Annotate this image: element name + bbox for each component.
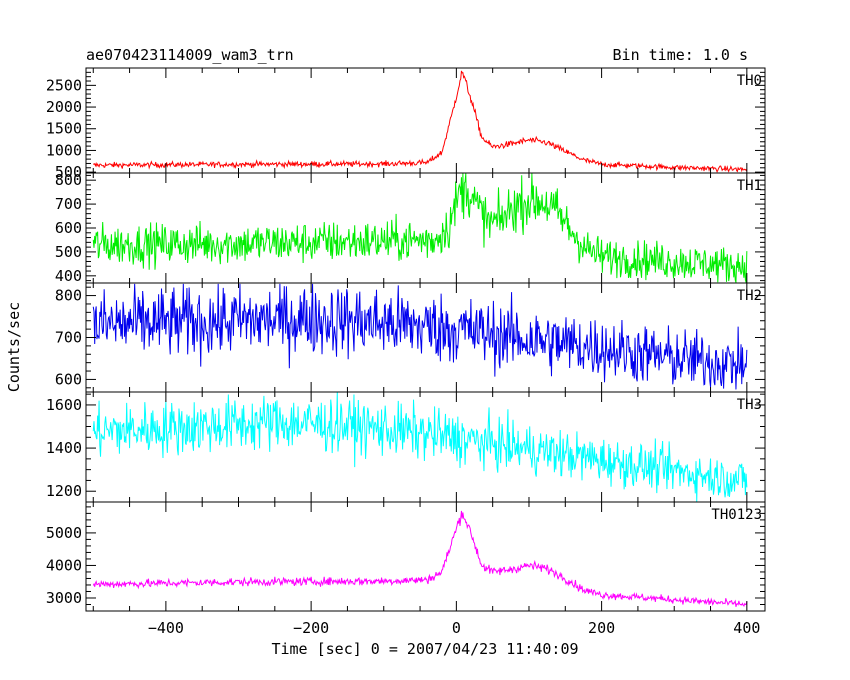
y-tick-label: 600 bbox=[55, 219, 82, 237]
panel-th2: 600 700 800 TH2 bbox=[55, 282, 766, 393]
chart-subtitle: Bin time: 1.0 s bbox=[613, 46, 748, 64]
y-tick-label: 500 bbox=[55, 243, 82, 261]
x-tick-label: 200 bbox=[588, 619, 615, 637]
y-tick-label: 3000 bbox=[46, 589, 82, 607]
x-tick-label: −200 bbox=[293, 619, 329, 637]
y-tick-label: 2500 bbox=[46, 76, 82, 94]
panel-frame bbox=[85, 501, 766, 612]
y-tick-label: 800 bbox=[55, 287, 82, 305]
panel-th0: 500 1000 1500 2000 2500 TH0 bbox=[46, 67, 766, 181]
y-tick-label: 500 bbox=[55, 163, 82, 181]
x-tick-label: 0 bbox=[452, 619, 461, 637]
y-tick-label: 400 bbox=[55, 267, 82, 285]
y-axis-title: Counts/sec bbox=[5, 302, 23, 392]
panels-group: 500 1000 1500 2000 2500 TH0 400 500 600 700 800 TH1… bbox=[46, 67, 766, 612]
y-tick-label: 1600 bbox=[46, 396, 82, 414]
x-tick-label: −400 bbox=[148, 619, 184, 637]
y-tick-label: 1000 bbox=[46, 141, 82, 159]
panel-name-label: TH1 bbox=[737, 178, 762, 194]
panel-frame bbox=[85, 67, 766, 174]
panel-name-label: TH0 bbox=[737, 73, 762, 89]
y-tick-label: 4000 bbox=[46, 556, 82, 574]
y-tick-label: 5000 bbox=[46, 524, 82, 542]
y-tick-label: 600 bbox=[55, 370, 82, 388]
y-tick-label: 1400 bbox=[46, 439, 82, 457]
panel-th3: 1200 1400 1600 TH3 bbox=[46, 391, 766, 503]
chart-title: ae070423114009_wam3_trn bbox=[86, 46, 294, 64]
x-tick-label: 400 bbox=[733, 619, 760, 637]
panel-name-label: TH3 bbox=[737, 397, 762, 413]
series-line-th2 bbox=[92, 283, 748, 390]
panel-name-label: TH2 bbox=[737, 288, 762, 304]
series-line-th1 bbox=[92, 173, 748, 283]
panel-name-label: TH0123 bbox=[711, 507, 762, 523]
series-line-th3 bbox=[92, 392, 748, 502]
panel-th0123: 3000 4000 5000 TH0123 bbox=[46, 501, 766, 612]
series-line-th0 bbox=[93, 70, 748, 173]
y-tick-label: 700 bbox=[55, 195, 82, 213]
panel-th1: 400 500 600 700 800 TH1 bbox=[55, 171, 766, 285]
y-tick-label: 1500 bbox=[46, 120, 82, 138]
y-tick-label: 2000 bbox=[46, 98, 82, 116]
y-tick-label: 800 bbox=[55, 171, 82, 189]
x-axis-title: Time [sec] 0 = 2007/04/23 11:40:09 bbox=[271, 640, 578, 658]
x-tick-labels: −400 −200 0 200 400 bbox=[148, 619, 761, 637]
y-tick-label: 1200 bbox=[46, 482, 82, 500]
series-line-th0123 bbox=[92, 510, 748, 607]
y-tick-label: 700 bbox=[55, 329, 82, 347]
